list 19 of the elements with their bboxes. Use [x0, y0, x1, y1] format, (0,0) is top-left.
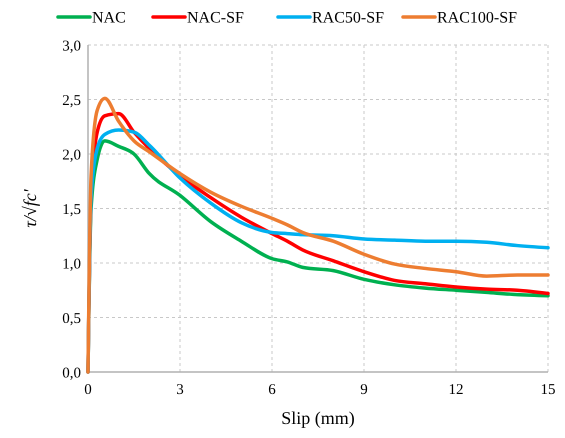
- x-tick-label: 3: [176, 382, 184, 398]
- x-tick-label: 12: [448, 382, 464, 398]
- legend-label: NAC-SF: [187, 10, 244, 27]
- y-tick-label: 0,0: [62, 365, 81, 382]
- legend-label: RAC100-SF: [437, 10, 518, 27]
- y-axis-title: τ/√fc': [20, 188, 40, 228]
- y-tick-label: 2,5: [62, 92, 81, 109]
- y-tick-label: 3,0: [62, 38, 81, 54]
- y-tick-label: 1,5: [62, 202, 81, 218]
- x-tick-label: 6: [268, 382, 276, 398]
- y-tick-label: 0,5: [62, 310, 81, 327]
- legend-label: NAC: [92, 10, 126, 27]
- x-tick-label: 15: [540, 382, 556, 398]
- y-tick-label: 2,0: [62, 147, 81, 164]
- x-tick-label: 9: [360, 382, 368, 398]
- y-tick-label: 1,0: [62, 256, 81, 272]
- legend-label: RAC50-SF: [312, 10, 384, 27]
- x-tick-label: 0: [84, 382, 92, 398]
- x-axis-title: Slip (mm): [281, 408, 355, 428]
